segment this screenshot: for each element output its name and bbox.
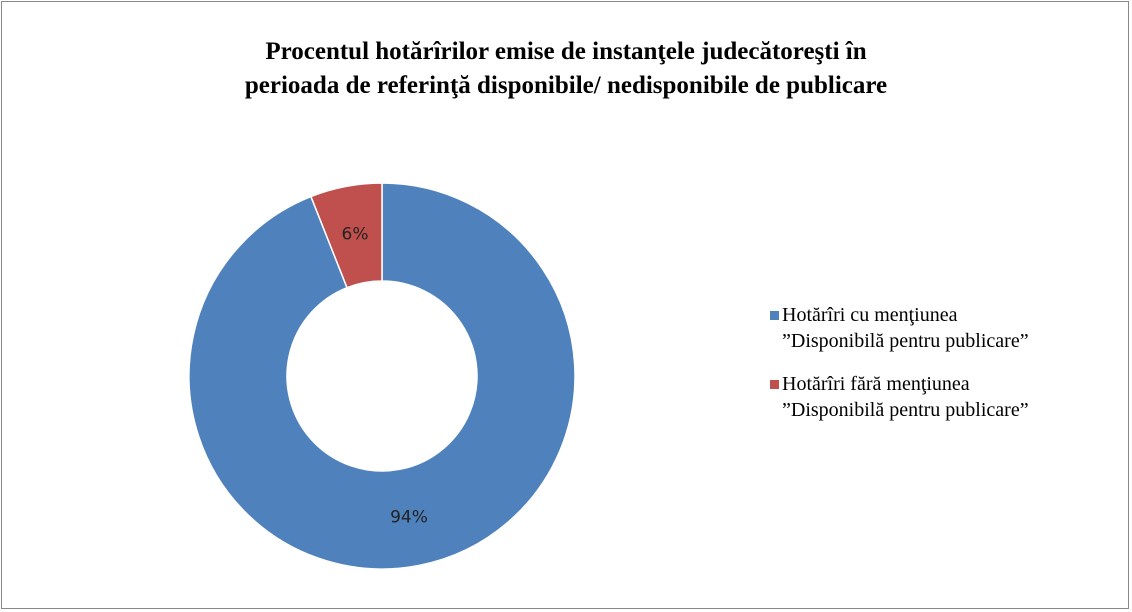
donut-slice [188, 182, 576, 570]
legend-swatch [770, 311, 779, 320]
legend: Hotărîri cu menţiunea ”Disponibilă pentr… [770, 302, 1029, 440]
data-label: 6% [342, 225, 369, 245]
legend-entry: Hotărîri cu menţiunea ”Disponibilă pentr… [770, 302, 1029, 354]
chart-title: Procentul hotărîrilor emise de instanţel… [244, 38, 888, 99]
legend-swatch [770, 380, 779, 389]
legend-label: Hotărîri fără menţiunea ”Disponibilă pen… [782, 373, 1029, 421]
legend-entry: Hotărîri fără menţiunea ”Disponibilă pen… [770, 371, 1029, 423]
donut-slice [309, 182, 383, 289]
legend-label: Hotărîri cu menţiunea ”Disponibilă pentr… [782, 304, 1029, 352]
data-label: 94% [390, 507, 428, 527]
